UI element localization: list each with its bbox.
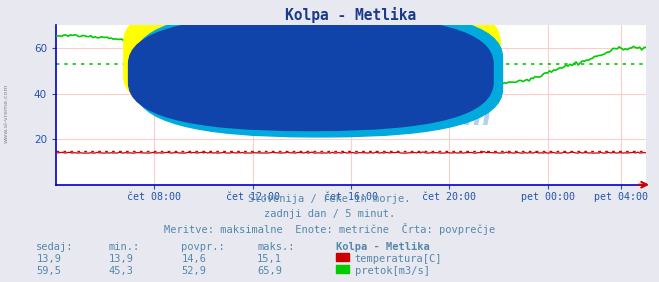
FancyBboxPatch shape	[124, 0, 500, 124]
Text: www.si-vreme.com: www.si-vreme.com	[210, 105, 492, 131]
Text: 65,9: 65,9	[257, 266, 282, 276]
Text: 15,1: 15,1	[257, 254, 282, 264]
Text: Slovenija / reke in morje.: Slovenija / reke in morje.	[248, 194, 411, 204]
FancyBboxPatch shape	[129, 16, 493, 131]
Text: 52,9: 52,9	[181, 266, 206, 276]
Text: 59,5: 59,5	[36, 266, 61, 276]
FancyBboxPatch shape	[136, 10, 503, 137]
Text: temperatura[C]: temperatura[C]	[355, 254, 442, 264]
Text: povpr.:: povpr.:	[181, 242, 225, 252]
Text: maks.:: maks.:	[257, 242, 295, 252]
Text: 13,9: 13,9	[109, 254, 134, 264]
Text: zadnji dan / 5 minut.: zadnji dan / 5 minut.	[264, 209, 395, 219]
Text: Kolpa - Metlika: Kolpa - Metlika	[336, 242, 430, 252]
Text: pretok[m3/s]: pretok[m3/s]	[355, 266, 430, 276]
Text: sedaj:: sedaj:	[36, 242, 74, 252]
Text: Meritve: maksimalne  Enote: metrične  Črta: povprečje: Meritve: maksimalne Enote: metrične Črta…	[164, 223, 495, 235]
Text: www.si-vreme.com: www.si-vreme.com	[4, 83, 9, 142]
Text: min.:: min.:	[109, 242, 140, 252]
Text: 13,9: 13,9	[36, 254, 61, 264]
Text: 14,6: 14,6	[181, 254, 206, 264]
Text: 45,3: 45,3	[109, 266, 134, 276]
Title: Kolpa - Metlika: Kolpa - Metlika	[285, 7, 416, 23]
